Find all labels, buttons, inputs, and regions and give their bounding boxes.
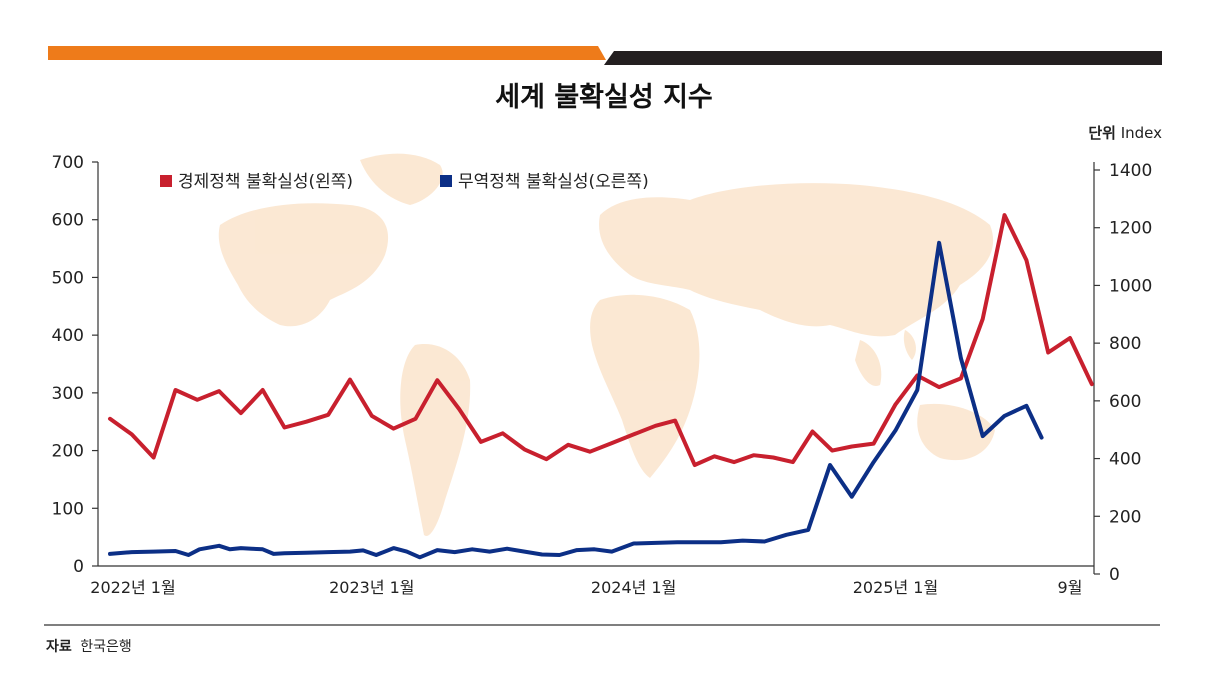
- x-tick-label: 2025년 1월: [853, 578, 938, 597]
- trade-policy-line: [108, 240, 1044, 560]
- left-tick-label: 0: [73, 557, 84, 577]
- right-tick-label: 400: [1109, 450, 1141, 470]
- top-bar-dark: [604, 51, 1162, 65]
- legend-label: 무역정책 불확실성(오른쪽): [458, 172, 649, 192]
- right-tick-label: 800: [1109, 334, 1141, 354]
- x-tick-label: 2022년 1월: [90, 578, 175, 597]
- world-map-background: [218, 153, 995, 536]
- axes: 0 100 200 300 400 500 600 700 0 200 400 600 800 1000 1…: [52, 153, 1153, 597]
- legend-swatch: [440, 175, 452, 187]
- unit-label: 단위 Index: [1088, 124, 1162, 142]
- legend-swatch: [160, 175, 172, 187]
- left-tick-label: 600: [52, 211, 84, 231]
- legend-label: 경제정책 불확실성(왼쪽): [178, 172, 353, 192]
- chart-title: 세계 불확실성 지수: [495, 82, 713, 113]
- source-label: 자료: [46, 639, 72, 655]
- legend: 경제정책 불확실성(왼쪽) 무역정책 불확실성(오른쪽): [160, 172, 649, 192]
- x-tick-label: 2023년 1월: [329, 578, 414, 597]
- economic-policy-line: [108, 213, 1094, 467]
- left-tick-label: 100: [52, 499, 84, 519]
- source-note: 자료 한국은행: [46, 636, 132, 656]
- left-tick-label: 700: [52, 153, 84, 173]
- right-tick-label: 0: [1109, 565, 1120, 585]
- right-tick-label: 1200: [1109, 219, 1152, 239]
- x-tick-label: 2024년 1월: [591, 578, 676, 597]
- series-layer: [108, 213, 1094, 560]
- left-tick-label: 400: [52, 326, 84, 346]
- right-tick-label: 600: [1109, 392, 1141, 412]
- right-tick-label: 1400: [1109, 161, 1152, 181]
- right-tick-label: 1000: [1109, 276, 1152, 296]
- left-tick-label: 300: [52, 384, 84, 404]
- left-tick-label: 500: [52, 268, 84, 288]
- left-tick-label: 200: [52, 442, 84, 462]
- top-bar-orange: [48, 46, 606, 60]
- source-text: 한국은행: [80, 639, 132, 655]
- x-tick-label: 9월: [1058, 578, 1083, 597]
- right-tick-label: 200: [1109, 507, 1141, 527]
